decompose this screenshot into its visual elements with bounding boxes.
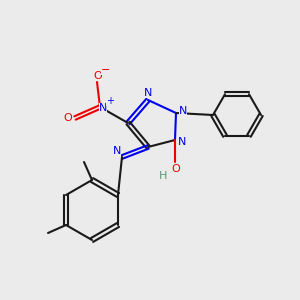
Text: N: N [99,103,107,113]
Text: N: N [179,106,187,116]
Text: −: − [101,65,111,75]
Text: O: O [64,113,72,123]
Text: N: N [178,137,186,147]
Text: N: N [113,146,121,156]
Text: O: O [94,71,102,81]
Text: O: O [172,164,180,174]
Text: +: + [106,96,114,106]
Text: H: H [159,171,167,181]
Text: N: N [144,88,152,98]
